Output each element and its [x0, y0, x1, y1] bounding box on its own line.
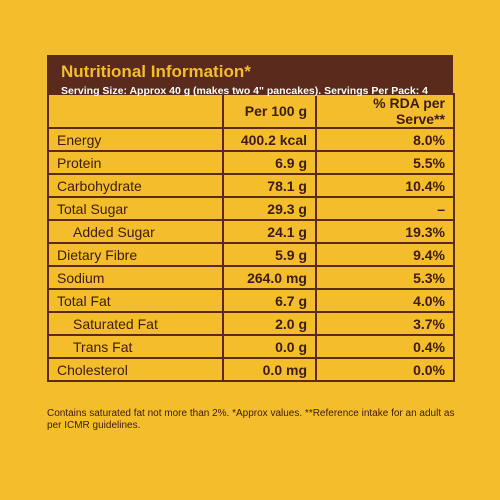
table-header-row: Per 100 g % RDA per Serve**: [47, 93, 455, 129]
per-100g-value: 78.1 g: [222, 173, 317, 198]
nutrition-title: Nutritional Information*: [61, 62, 251, 81]
rda-value: 0.0%: [315, 357, 455, 382]
table-row: Total Fat 6.7 g 4.0%: [47, 288, 455, 313]
per-100g-value: 24.1 g: [222, 219, 317, 244]
per-100g-value: 6.9 g: [222, 150, 317, 175]
per-100g-value: 5.9 g: [222, 242, 317, 267]
rda-value: –: [315, 196, 455, 221]
nutrient-name: Cholesterol: [47, 357, 224, 382]
nutrient-name: Carbohydrate: [47, 173, 224, 198]
header-nutrient: [47, 93, 224, 129]
table-row: Cholesterol 0.0 mg 0.0%: [47, 357, 455, 382]
header-per-100g: Per 100 g: [222, 93, 317, 129]
nutrient-name: Added Sugar: [47, 219, 224, 244]
per-100g-value: 264.0 mg: [222, 265, 317, 290]
rda-value: 8.0%: [315, 127, 455, 152]
nutrient-name: Sodium: [47, 265, 224, 290]
per-100g-value: 400.2 kcal: [222, 127, 317, 152]
table-row: Sodium 264.0 mg 5.3%: [47, 265, 455, 290]
nutrient-name: Total Fat: [47, 288, 224, 313]
rda-value: 9.4%: [315, 242, 455, 267]
rda-value: 5.5%: [315, 150, 455, 175]
nutrient-name: Energy: [47, 127, 224, 152]
table-row: Protein 6.9 g 5.5%: [47, 150, 455, 175]
nutrition-table: Per 100 g % RDA per Serve** Energy 400.2…: [47, 93, 455, 382]
table-row: Trans Fat 0.0 g 0.4%: [47, 334, 455, 359]
rda-value: 10.4%: [315, 173, 455, 198]
nutrient-name: Dietary Fibre: [47, 242, 224, 267]
header-rda: % RDA per Serve**: [315, 93, 455, 129]
nutrient-name: Saturated Fat: [47, 311, 224, 336]
table-row: Saturated Fat 2.0 g 3.7%: [47, 311, 455, 336]
per-100g-value: 6.7 g: [222, 288, 317, 313]
table-row: Added Sugar 24.1 g 19.3%: [47, 219, 455, 244]
table-row: Carbohydrate 78.1 g 10.4%: [47, 173, 455, 198]
rda-value: 5.3%: [315, 265, 455, 290]
rda-value: 0.4%: [315, 334, 455, 359]
nutrition-header: Nutritional Information* Serving Size: A…: [47, 55, 453, 97]
rda-value: 4.0%: [315, 288, 455, 313]
per-100g-value: 0.0 g: [222, 334, 317, 359]
serving-size-text: Serving Size: Approx 40 g (makes two 4" …: [61, 85, 428, 97]
nutrient-name: Total Sugar: [47, 196, 224, 221]
nutrition-panel: Nutritional Information* Serving Size: A…: [47, 55, 455, 382]
per-100g-value: 2.0 g: [222, 311, 317, 336]
per-100g-value: 0.0 mg: [222, 357, 317, 382]
table-row: Energy 400.2 kcal 8.0%: [47, 127, 455, 152]
table-row: Total Sugar 29.3 g –: [47, 196, 455, 221]
nutrient-name: Trans Fat: [47, 334, 224, 359]
nutrient-name: Protein: [47, 150, 224, 175]
rda-value: 19.3%: [315, 219, 455, 244]
per-100g-value: 29.3 g: [222, 196, 317, 221]
footnote: Contains saturated fat not more than 2%.…: [47, 408, 455, 431]
rda-value: 3.7%: [315, 311, 455, 336]
table-row: Dietary Fibre 5.9 g 9.4%: [47, 242, 455, 267]
